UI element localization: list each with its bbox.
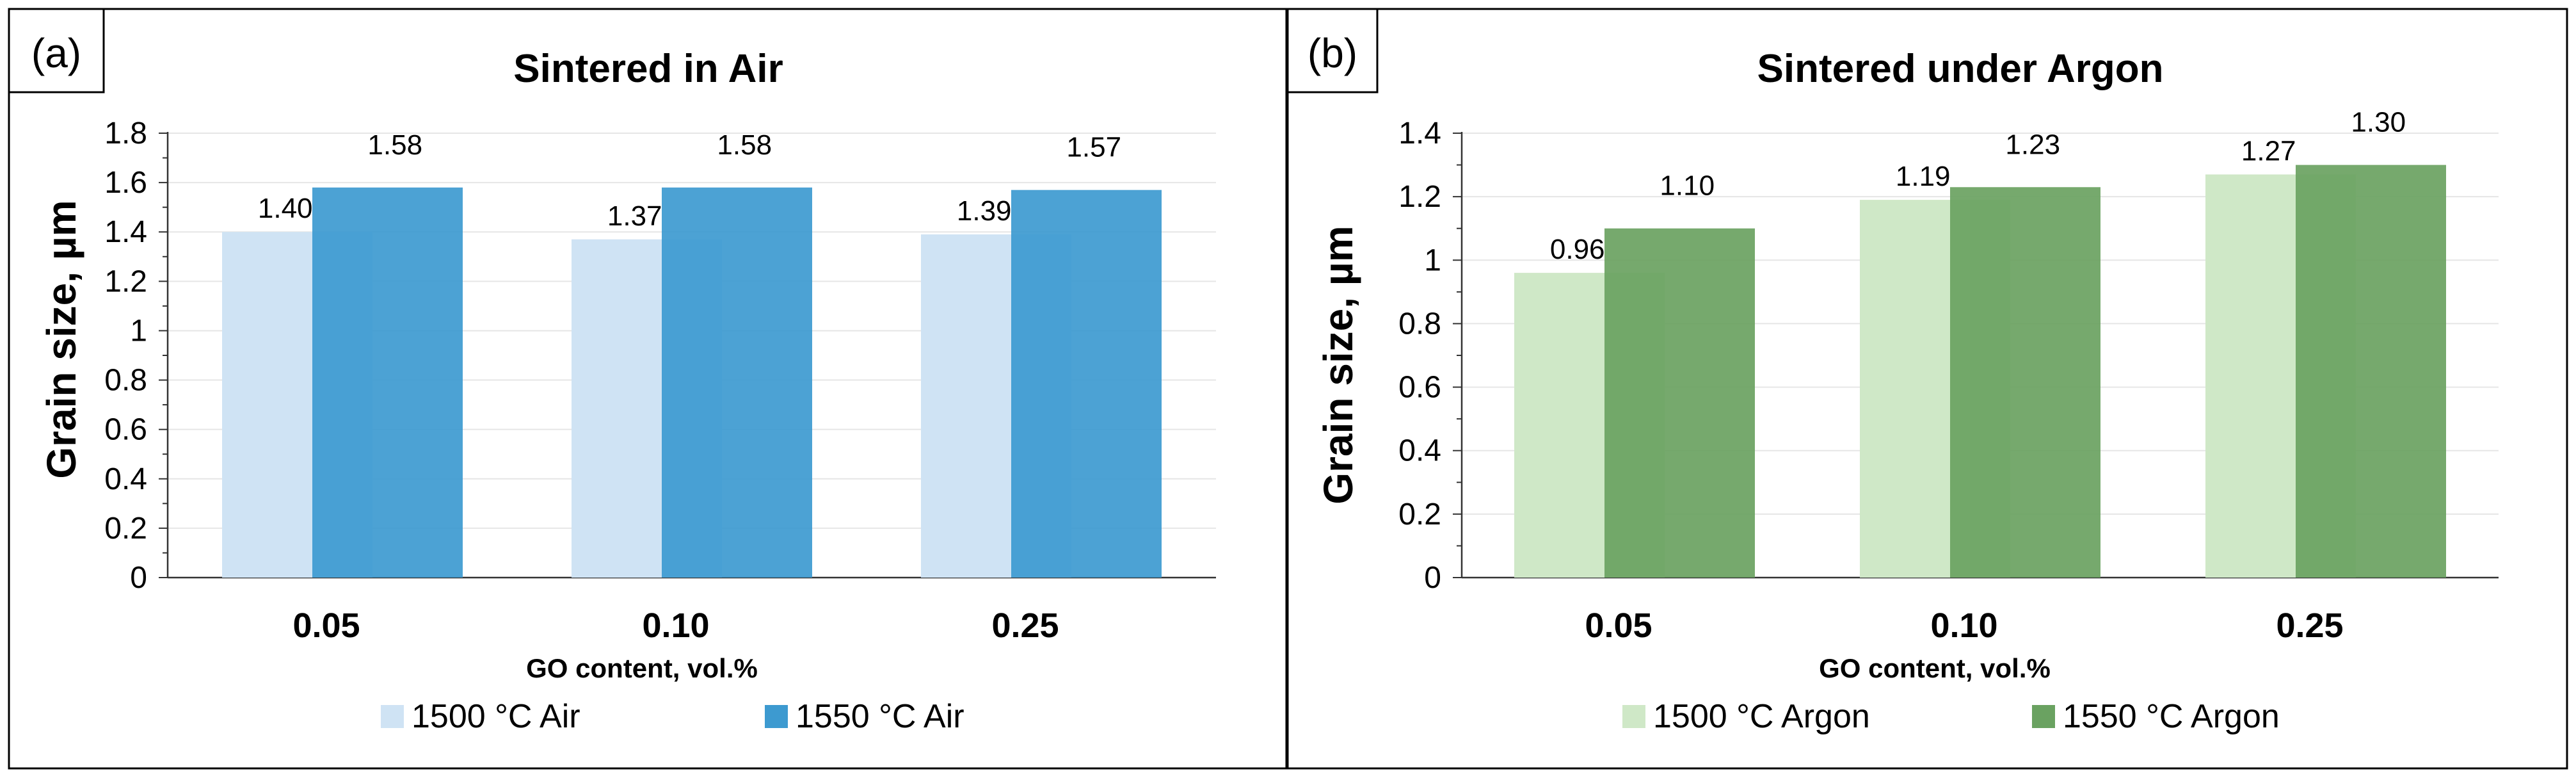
panel-a-y-tick-label: 0.6 <box>104 413 147 447</box>
panel-b-data-label: 1.23 <box>2005 129 2060 160</box>
panel-b-y-tick-label: 1 <box>1424 243 1441 277</box>
panel-b-legend-label-2: 1550 °C Argon <box>2063 698 2280 735</box>
panel-b-letter: (b) <box>1308 30 1357 76</box>
panel-a-legend-swatch-2 <box>765 705 788 728</box>
panel-b-legend-swatch-1 <box>1622 705 1645 728</box>
panel-a-letter: (a) <box>31 30 81 76</box>
panel-a-letter-box <box>8 8 105 93</box>
panel-a-x-tick-label: 0.10 <box>642 606 709 645</box>
panel-a-y-tick-label: 1.6 <box>104 166 147 200</box>
panel-a-x-tick-label: 0.05 <box>292 606 360 645</box>
panel-b-data-label: 0.96 <box>1550 234 1605 265</box>
panel-b-y-tick-label: 1.4 <box>1398 117 1441 150</box>
panel-b-data-label: 1.19 <box>1896 161 1951 192</box>
panel-a-legend-label-2: 1550 °C Air <box>796 698 964 735</box>
panel-a-y-axis-label: Grain size, µm <box>38 200 84 478</box>
panel-a-y-tick-label: 1.8 <box>104 117 147 150</box>
panel-b-title: Sintered under Argon <box>1757 47 2164 91</box>
panel-a-legend-label-1: 1500 °C Air <box>412 698 580 735</box>
panel-a-bar-series2-2 <box>1011 190 1162 578</box>
panel-b-letter-box <box>1286 8 1379 93</box>
panel-b-legend-label-1: 1500 °C Argon <box>1653 698 1870 735</box>
panel-b-y-tick-label: 0.8 <box>1398 307 1441 341</box>
panel-a-legend: 1500 °C Air 1550 °C Air <box>381 698 964 735</box>
panel-a-bar-series2-0 <box>312 187 463 578</box>
panel-b-bar-series2-0 <box>1604 228 1755 578</box>
panel-a-y-tick-label: 1.4 <box>104 215 147 249</box>
panel-a-title: Sintered in Air <box>513 47 783 91</box>
panel-a-data-label: 1.57 <box>1066 132 1121 163</box>
panel-a-y-tick-label: 0 <box>130 561 147 595</box>
panel-b-y-tick-label: 0.2 <box>1398 498 1441 531</box>
panel-a-y-tick-label: 0.4 <box>104 462 147 496</box>
panel-a-y-tick-label: 1 <box>130 314 147 348</box>
panel-b-y-tick-label: 0.6 <box>1398 371 1441 405</box>
panel-a-x-axis-label: GO content, vol.% <box>526 653 758 683</box>
panel-a: (a) Sintered in Air Grain size, µm GO co… <box>8 8 1288 770</box>
panel-a-data-label: 1.39 <box>957 195 1012 227</box>
panel-a-y-tick-label: 1.2 <box>104 264 147 298</box>
panel-a-data-label: 1.37 <box>607 200 662 232</box>
panel-a-bar-series2-1 <box>662 187 812 578</box>
panel-b-data-label: 1.30 <box>2351 107 2406 138</box>
panel-b-x-tick-label: 0.10 <box>1930 606 1997 645</box>
panel-b-bar-series2-2 <box>2296 165 2446 578</box>
panel-a-y-tick-label: 0.8 <box>104 364 147 398</box>
panel-b-y-axis-label: Grain size, µm <box>1315 225 1361 504</box>
panel-b-x-tick-label: 0.25 <box>2276 606 2343 645</box>
panel-a-legend-swatch-1 <box>381 705 404 728</box>
panel-b-data-label: 1.27 <box>2241 135 2296 166</box>
panel-a-plot-area: 0 0.2 0.4 0.6 0.8 1 1.2 1.4 1.6 1.8 1.40 1.58 0.05 1.… <box>104 117 1216 645</box>
panel-b-y-tick-label: 1.2 <box>1398 180 1441 214</box>
panel-a-y-tick-label: 0.2 <box>104 512 147 546</box>
panel-a-data-label: 1.58 <box>367 129 422 161</box>
panel-a-x-tick-label: 0.25 <box>991 606 1059 645</box>
panel-b-y-tick-label: 0.4 <box>1398 434 1441 468</box>
panel-b-bar-series2-1 <box>1950 187 2100 578</box>
panel-b-x-tick-label: 0.05 <box>1585 606 1652 645</box>
panel-b-x-axis-label: GO content, vol.% <box>1819 653 2051 683</box>
panel-b-plot-area: 0 0.2 0.4 0.6 0.8 1 1.2 1.4 0.96 1.10 0.05 1.19 1.23… <box>1398 107 2499 645</box>
panel-a-data-label: 1.40 <box>258 193 313 224</box>
panel-b: (b) Sintered under Argon Grain size, µm … <box>1286 8 2568 770</box>
panel-b-legend-swatch-2 <box>2032 705 2055 728</box>
panel-b-y-tick-label: 0 <box>1424 561 1441 595</box>
panel-b-data-label: 1.10 <box>1660 170 1715 202</box>
panel-b-legend: 1500 °C Argon 1550 °C Argon <box>1622 698 2280 735</box>
panel-a-data-label: 1.58 <box>717 129 772 161</box>
